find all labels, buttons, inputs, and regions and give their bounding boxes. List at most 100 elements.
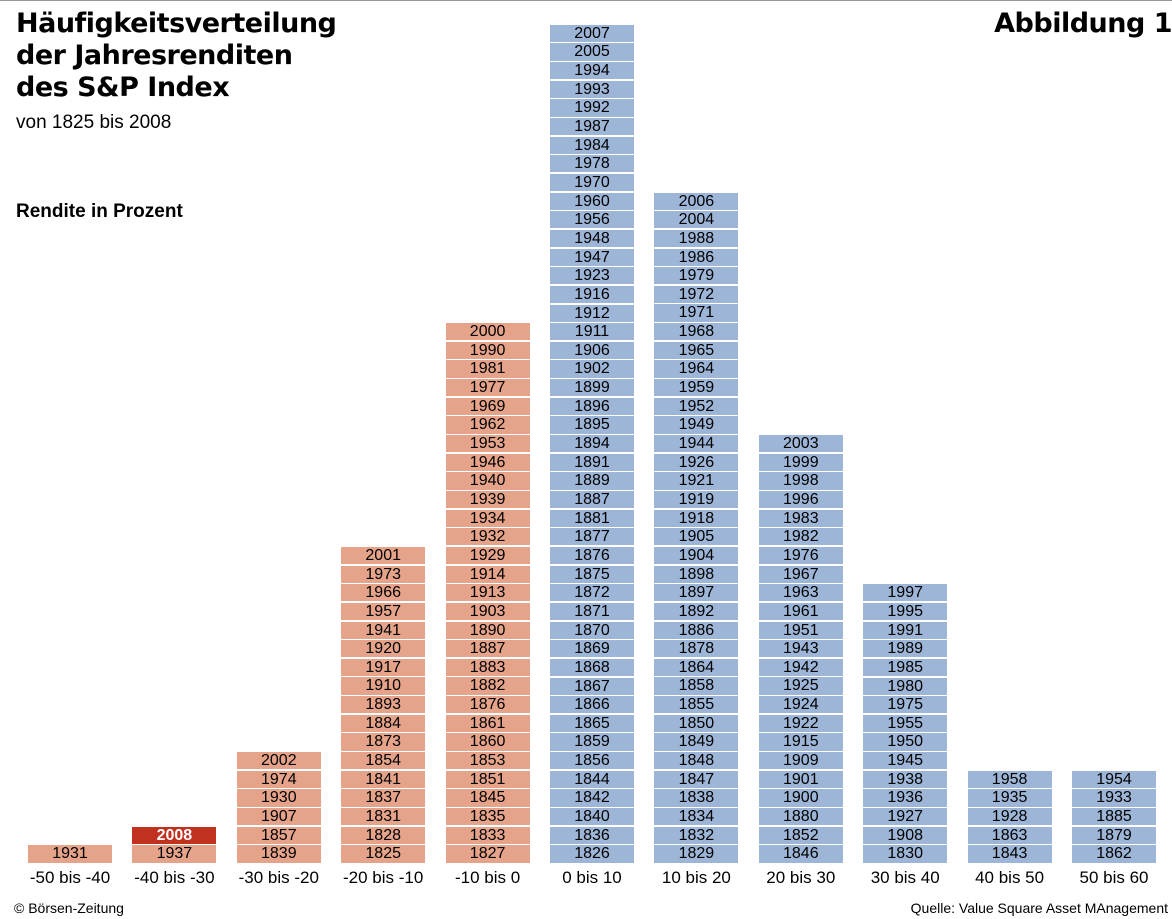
year-cell: 1861 bbox=[445, 714, 530, 732]
year-cell: 1918 bbox=[654, 509, 739, 527]
year-cell: 1985 bbox=[863, 658, 948, 677]
year-cell: 1832 bbox=[654, 826, 739, 844]
year-cell: 1925 bbox=[758, 677, 843, 695]
year-cell: 1880 bbox=[758, 808, 843, 826]
year-cell: 1900 bbox=[758, 789, 843, 807]
year-cell: 1856 bbox=[550, 752, 634, 770]
year-cell: 1839 bbox=[236, 845, 321, 863]
year-cell: 1960 bbox=[550, 192, 634, 210]
year-cell: 1942 bbox=[758, 658, 843, 677]
year-cell: 1941 bbox=[341, 621, 426, 639]
category-label: -40 bis -30 bbox=[134, 868, 215, 887]
year-cell: 1863 bbox=[967, 826, 1052, 844]
histogram-column: 2008 1937 bbox=[132, 826, 217, 864]
chart-subtitle: von 1825 bis 2008 bbox=[16, 112, 172, 133]
year-cell: 1992 bbox=[550, 99, 634, 117]
year-cell: 1963 bbox=[758, 584, 843, 602]
year-cell: 1890 bbox=[445, 621, 530, 639]
year-cell: 1957 bbox=[341, 602, 426, 621]
copyright-credit: © Börsen-Zeitung bbox=[14, 900, 124, 916]
year-cell: 1836 bbox=[550, 826, 634, 844]
year-cell: 1956 bbox=[550, 211, 634, 229]
year-cell: 1944 bbox=[654, 435, 739, 453]
year-cell: 1853 bbox=[445, 752, 530, 770]
category-label: 30 bis 40 bbox=[870, 868, 940, 887]
year-cell: 1988 bbox=[654, 229, 739, 248]
year-cell: 1854 bbox=[341, 752, 426, 770]
year-cell: 1865 bbox=[550, 714, 634, 732]
year-cell: 1916 bbox=[550, 285, 634, 304]
year-cell: 1926 bbox=[654, 453, 739, 471]
year-cell: 1979 bbox=[654, 267, 739, 285]
year-cell: 1831 bbox=[341, 808, 426, 826]
year-cell: 1987 bbox=[550, 118, 634, 136]
year-cell: 1968 bbox=[654, 323, 739, 341]
year-cell: 1951 bbox=[758, 621, 843, 639]
year-cell: 1850 bbox=[654, 714, 739, 732]
category-label: 0 bis 10 bbox=[562, 868, 622, 887]
year-cell: 1953 bbox=[445, 435, 530, 453]
year-cell: 2006 bbox=[654, 192, 739, 210]
year-cell: 1877 bbox=[550, 528, 634, 546]
year-cell: 1945 bbox=[863, 752, 948, 770]
year-cell: 1966 bbox=[341, 584, 426, 602]
chart-title: Häufigkeitsverteilung der Jahresrenditen… bbox=[16, 8, 337, 103]
year-cell: 1887 bbox=[445, 640, 530, 658]
year-cell: 1981 bbox=[445, 360, 530, 378]
year-cell: 1849 bbox=[654, 733, 739, 751]
year-cell: 1870 bbox=[550, 621, 634, 639]
year-cell: 1885 bbox=[1072, 808, 1156, 826]
year-cell: 1878 bbox=[654, 640, 739, 658]
year-cell: 1855 bbox=[654, 696, 739, 714]
year-cell: 1835 bbox=[445, 808, 530, 826]
year-cell: 1927 bbox=[863, 808, 948, 826]
year-cell: 1847 bbox=[654, 770, 739, 788]
year-cell: 1842 bbox=[550, 789, 634, 807]
year-cell: 1882 bbox=[445, 677, 530, 695]
year-cell: 1833 bbox=[445, 826, 530, 844]
year-cell: 1946 bbox=[445, 453, 530, 471]
year-cell: 1896 bbox=[550, 397, 634, 415]
year-cell: 1972 bbox=[654, 285, 739, 304]
year-cell: 1886 bbox=[654, 621, 739, 639]
year-cell: 1958 bbox=[967, 770, 1052, 788]
year-cell: 1952 bbox=[654, 397, 739, 415]
year-cell: 1838 bbox=[654, 789, 739, 807]
year-cell: 1906 bbox=[550, 341, 634, 359]
year-cell: 1904 bbox=[654, 546, 739, 565]
year-cell: 1876 bbox=[550, 546, 634, 565]
year-cell: 1868 bbox=[550, 658, 634, 677]
year-cell: 1997 bbox=[863, 584, 948, 602]
year-cell: 1934 bbox=[445, 509, 530, 527]
year-cell: 1935 bbox=[967, 789, 1052, 807]
year-cell: 1907 bbox=[236, 808, 321, 826]
year-cell: 1914 bbox=[445, 565, 530, 583]
category-label: -50 bis -40 bbox=[29, 868, 111, 887]
year-cell: 1884 bbox=[341, 714, 426, 732]
year-cell: 1829 bbox=[654, 845, 739, 863]
histogram-column: 2006 2004 1988 1986 1979 1972 1971 1968 1965 1964… bbox=[654, 192, 739, 864]
year-cell: 2001 bbox=[341, 546, 426, 565]
year-cell: 1911 bbox=[550, 323, 634, 341]
year-cell: 2007 bbox=[550, 24, 634, 42]
year-cell: 1965 bbox=[654, 341, 739, 359]
year-cell: 1862 bbox=[1072, 845, 1156, 863]
year-cell: 1975 bbox=[863, 696, 948, 714]
histogram-column: 1954 1933 1885 1879 1862 bbox=[1072, 770, 1156, 864]
year-cell: 1999 bbox=[758, 453, 843, 471]
year-cell: 1859 bbox=[550, 733, 634, 751]
year-cell: 1929 bbox=[445, 546, 530, 565]
year-cell: 1864 bbox=[654, 658, 739, 677]
year-cell: 1841 bbox=[341, 770, 426, 788]
year-cell: 1908 bbox=[863, 826, 948, 844]
year-cell: 1948 bbox=[550, 229, 634, 248]
year-cell: 1898 bbox=[654, 565, 739, 583]
year-cell: 1866 bbox=[550, 696, 634, 714]
year-cell: 1978 bbox=[550, 155, 634, 173]
year-cell: 1828 bbox=[341, 826, 426, 844]
histogram-column: 2003 1999 1998 1996 1983 1982 1976 1967 1963 1961… bbox=[758, 435, 843, 864]
year-cell: 1984 bbox=[550, 136, 634, 154]
histogram-column: 1958 1935 1928 1863 1843 bbox=[967, 770, 1052, 864]
year-cell: 1869 bbox=[550, 640, 634, 658]
